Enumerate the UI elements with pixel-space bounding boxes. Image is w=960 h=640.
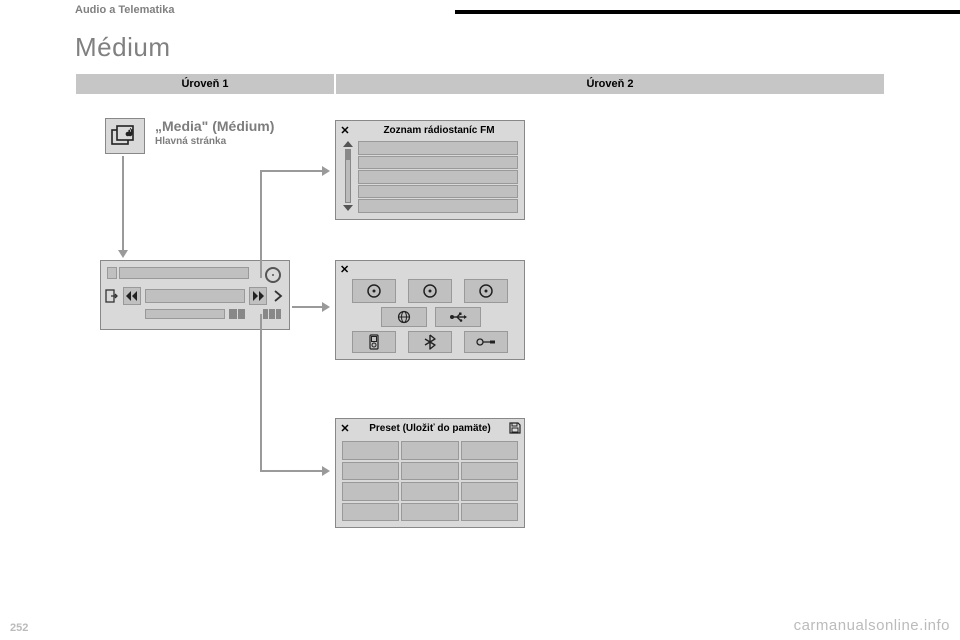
disc-icon — [422, 283, 438, 299]
sources-panel[interactable]: ✕ — [335, 260, 525, 360]
close-icon[interactable]: ✕ — [336, 124, 354, 137]
preset-slot[interactable] — [342, 482, 399, 501]
list-item[interactable] — [358, 170, 518, 184]
preset-slot[interactable] — [342, 462, 399, 481]
disc-icon[interactable] — [265, 267, 281, 283]
list-item[interactable] — [358, 199, 518, 213]
usb-icon — [449, 311, 467, 323]
arrow-icon — [118, 250, 128, 258]
ipod-icon — [368, 334, 380, 350]
list-item[interactable] — [358, 156, 518, 170]
page-number: 252 — [10, 622, 28, 634]
source-aux[interactable] — [464, 331, 508, 353]
list-item[interactable] — [358, 141, 518, 155]
track-info — [145, 289, 245, 303]
prev-button[interactable] — [123, 287, 141, 305]
preset-slot[interactable] — [461, 462, 518, 481]
source-disc-1[interactable] — [352, 279, 396, 303]
level-1-header: Úroveň 1 — [75, 74, 335, 94]
fm-title: Zoznam rádiostaníc FM — [354, 125, 524, 136]
preset-slot[interactable] — [342, 441, 399, 460]
preset-slot[interactable] — [401, 462, 458, 481]
preset-slot[interactable] — [401, 441, 458, 460]
source-usb[interactable] — [435, 307, 481, 327]
fm-list-panel[interactable]: ✕ Zoznam rádiostaníc FM — [335, 120, 525, 220]
level-2-header: Úroveň 2 — [335, 74, 885, 94]
scroll-up-icon[interactable] — [343, 141, 353, 147]
disc-icon — [478, 283, 494, 299]
level-header: Úroveň 1 Úroveň 2 — [75, 74, 885, 94]
preset-title: Preset (Uložiť do pamäte) — [354, 423, 506, 434]
source-disc-3[interactable] — [464, 279, 508, 303]
preset-slot[interactable] — [401, 482, 458, 501]
connector — [260, 314, 262, 470]
fm-header: ✕ Zoznam rádiostaníc FM — [336, 121, 524, 139]
connector — [292, 306, 322, 308]
sources-row-2 — [381, 307, 481, 327]
source-globe[interactable] — [381, 307, 427, 327]
scroll-down-icon[interactable] — [343, 205, 353, 211]
preset-slot[interactable] — [461, 503, 518, 522]
preset-slot[interactable] — [401, 503, 458, 522]
player-icon-b[interactable] — [263, 309, 281, 319]
save-icon[interactable] — [506, 422, 524, 434]
exit-icon[interactable] — [105, 289, 119, 303]
next-button[interactable] — [249, 287, 267, 305]
disc-icon — [366, 283, 382, 299]
breadcrumb: Audio a Telematika — [75, 4, 174, 16]
globe-icon — [397, 310, 411, 324]
scroll-track[interactable] — [345, 149, 351, 203]
media-glyph-icon — [111, 124, 139, 148]
fm-rows — [358, 141, 518, 213]
close-icon[interactable]: ✕ — [340, 263, 349, 276]
player-tab[interactable] — [107, 267, 117, 279]
scroll-thumb[interactable] — [345, 150, 351, 160]
source-disc-2[interactable] — [408, 279, 452, 303]
media-label: „Media" (Médium) — [155, 118, 274, 134]
preset-slot[interactable] — [461, 441, 518, 460]
page-title: Médium — [75, 32, 170, 63]
source-ipod[interactable] — [352, 331, 396, 353]
preset-panel[interactable]: ✕ Preset (Uložiť do pamäte) — [335, 418, 525, 528]
top-bar-black — [455, 10, 960, 14]
aux-icon — [476, 337, 496, 347]
arrow-icon — [322, 466, 330, 476]
connector — [122, 156, 124, 252]
list-item[interactable] — [358, 185, 518, 199]
arrow-icon — [322, 302, 330, 312]
progress-bar[interactable] — [145, 309, 225, 319]
arrow-icon — [322, 166, 330, 176]
bluetooth-icon — [424, 334, 436, 350]
media-icon[interactable] — [105, 118, 145, 154]
preset-grid — [342, 441, 518, 521]
preset-slot[interactable] — [461, 482, 518, 501]
connector — [260, 170, 322, 172]
watermark: carmanualsonline.info — [794, 617, 950, 634]
sources-row-3 — [352, 331, 508, 353]
sources-row-1 — [352, 279, 508, 303]
source-bluetooth[interactable] — [408, 331, 452, 353]
player-icon-a[interactable] — [229, 309, 245, 319]
scrollbar[interactable] — [342, 141, 354, 215]
media-sublabel: Hlavná stránka — [155, 136, 226, 147]
player-title-bar — [119, 267, 249, 279]
chevron-right-icon[interactable] — [273, 289, 283, 303]
connector — [260, 170, 262, 278]
close-icon[interactable]: ✕ — [336, 422, 354, 435]
connector — [260, 470, 322, 472]
preset-header: ✕ Preset (Uložiť do pamäte) — [336, 419, 524, 437]
preset-slot[interactable] — [342, 503, 399, 522]
